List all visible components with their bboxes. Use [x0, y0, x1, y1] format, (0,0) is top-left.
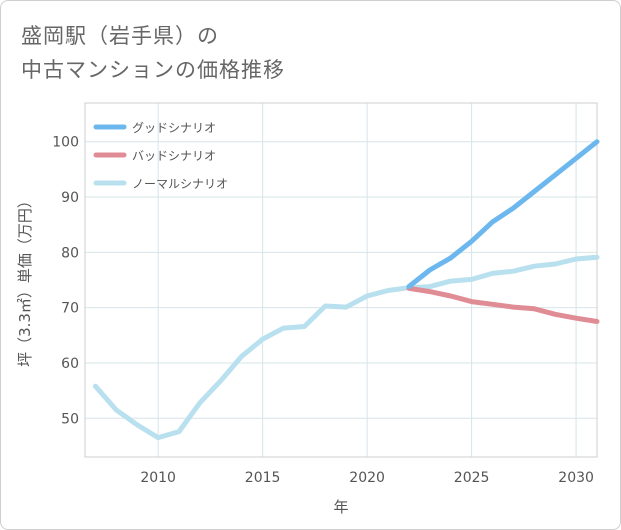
x-tick-label: 2010: [140, 470, 176, 486]
y-tick-label: 80: [61, 245, 79, 261]
y-tick-label: 100: [52, 135, 79, 151]
x-tick-label: 2020: [349, 470, 385, 486]
y-tick-label: 60: [61, 356, 79, 372]
plot-border-rect: [84, 102, 598, 458]
y-tick-label: 50: [61, 411, 79, 427]
legend-label-2: ノーマルシナリオ: [132, 177, 228, 191]
y-tick-label: 70: [61, 301, 79, 317]
axis-ticks: 2010 2015 2020 2025 2030 50 60 70 80 90 100: [52, 135, 594, 486]
x-tick-label: 2015: [245, 470, 281, 486]
y-tick-label: 90: [61, 190, 79, 206]
series-line-2: [92, 254, 600, 441]
chart-title-line1: 盛岡駅（岩手県）の: [21, 24, 219, 48]
series-line-0: [406, 139, 600, 290]
legend-label-0: グッドシナリオ: [132, 121, 216, 135]
x-tick-label: 2025: [454, 470, 490, 486]
chart-title-line2: 中古マンションの価格推移: [21, 58, 285, 82]
plot-area: [84, 102, 598, 458]
series-layer: [92, 139, 600, 441]
x-axis-title: 年: [333, 498, 348, 516]
y-axis-title: 坪（3.3㎡）単価（万円）: [16, 193, 34, 367]
x-tick-label: 2030: [558, 470, 594, 486]
legend-label-1: バッドシナリオ: [132, 149, 216, 163]
series-line-1: [406, 285, 600, 324]
chart-title: 盛岡駅（岩手県）の 中古マンションの価格推移: [21, 19, 581, 87]
